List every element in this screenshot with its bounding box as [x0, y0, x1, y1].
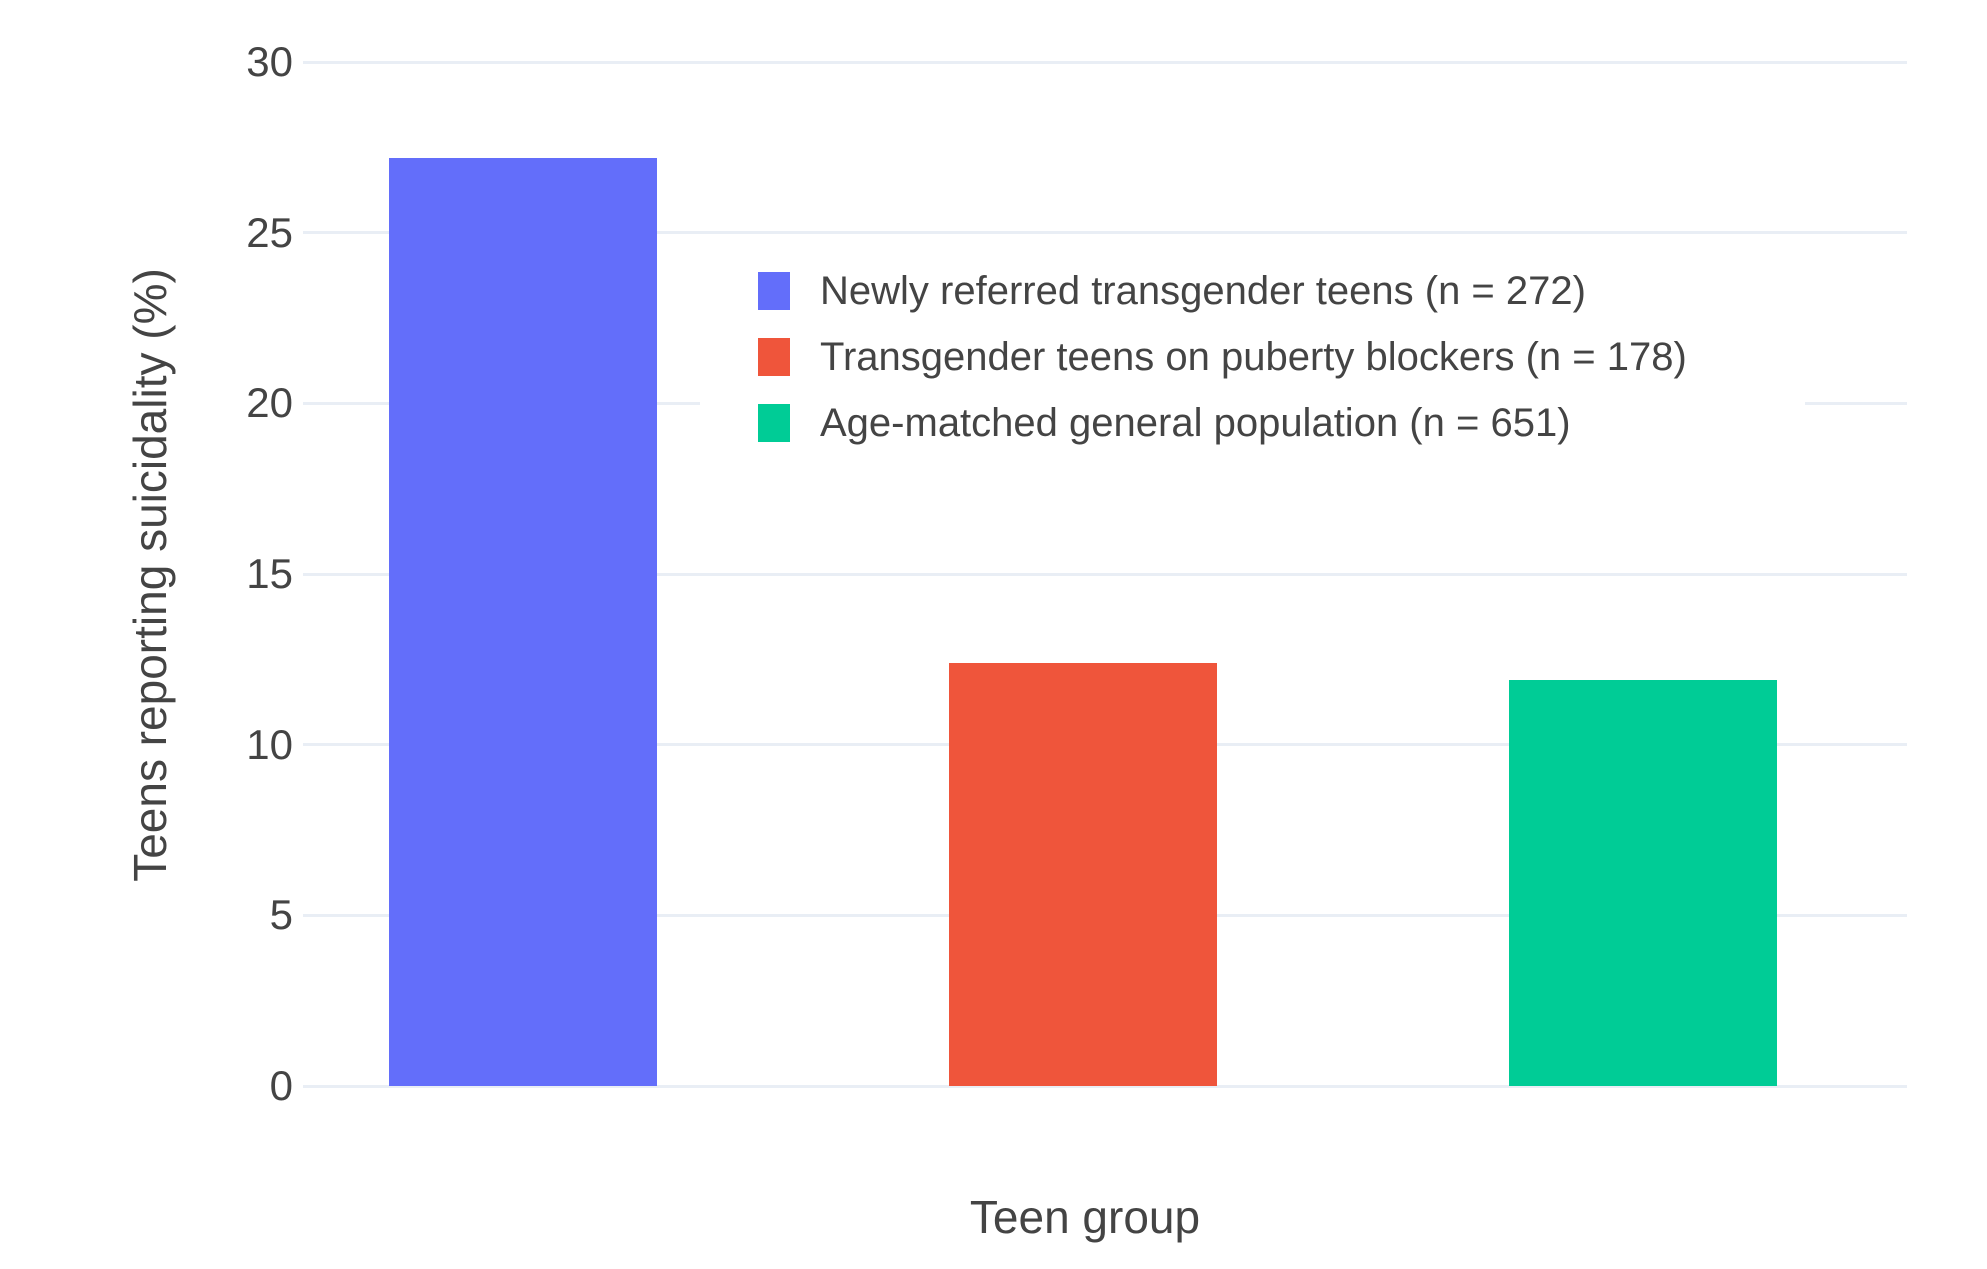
y-tick-label: 25 — [246, 208, 293, 256]
y-gridline — [303, 1084, 1907, 1088]
bar[interactable] — [389, 157, 657, 1086]
legend: Newly referred transgender teens (n = 27… — [700, 252, 1805, 466]
legend-swatch-icon — [758, 404, 790, 442]
y-tick-label: 20 — [246, 379, 293, 427]
legend-label: Transgender teens on puberty blockers (n… — [820, 335, 1687, 379]
bar[interactable] — [949, 662, 1217, 1086]
legend-swatch-icon — [758, 272, 790, 310]
y-axis-title: Teens reporting suicidality (%) — [124, 268, 176, 882]
legend-item[interactable]: Newly referred transgender teens (n = 27… — [700, 258, 1805, 324]
y-gridline — [303, 60, 1907, 64]
y-tick-label: 15 — [246, 550, 293, 597]
y-tick-label: 10 — [246, 720, 293, 768]
y-gridline — [303, 231, 1907, 235]
legend-label: Age-matched general population (n = 651) — [820, 401, 1571, 445]
y-tick-label: 30 — [246, 38, 293, 85]
y-gridline — [303, 572, 1907, 576]
legend-label: Newly referred transgender teens (n = 27… — [820, 269, 1586, 313]
legend-item[interactable]: Transgender teens on puberty blockers (n… — [700, 324, 1805, 390]
y-tick-label: 5 — [269, 891, 293, 939]
y-tick-label: 0 — [269, 1062, 293, 1109]
legend-item[interactable]: Age-matched general population (n = 651) — [700, 390, 1805, 456]
bar[interactable] — [1509, 679, 1777, 1086]
legend-swatch-icon — [758, 338, 790, 376]
x-axis-title: Teen group — [969, 1191, 1201, 1243]
